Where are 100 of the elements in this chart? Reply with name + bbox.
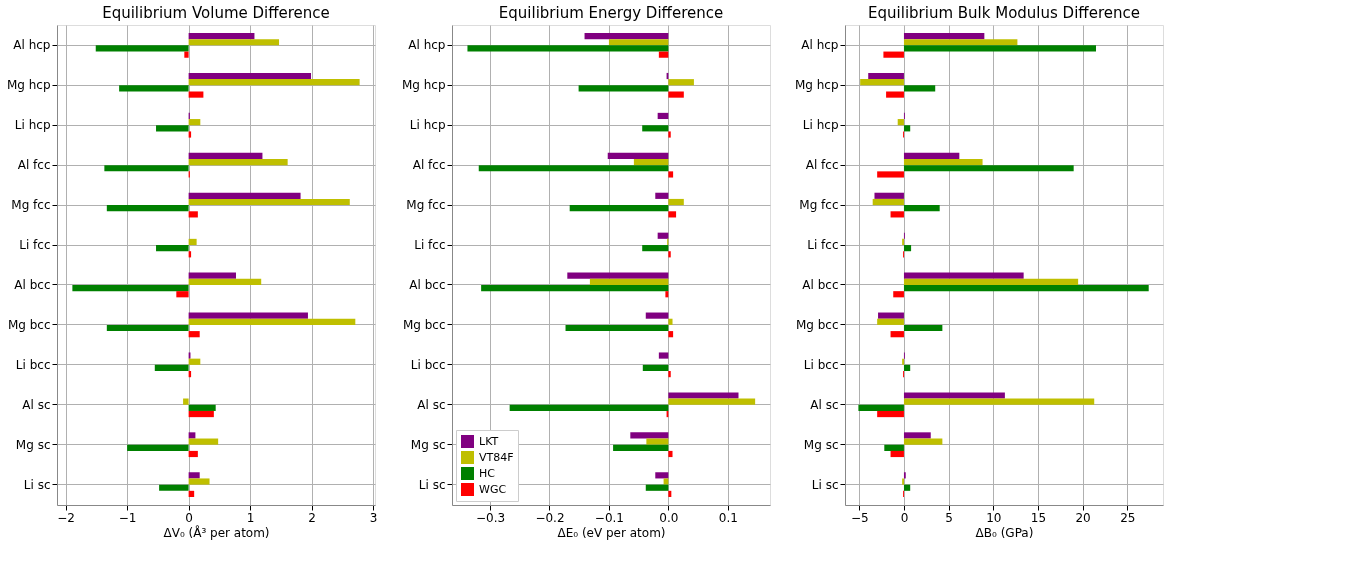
legend-label: LKT — [479, 434, 499, 448]
bar — [188, 318, 356, 325]
y-tick-label: Li fcc — [807, 238, 839, 253]
x-tick-label: 0.1 — [718, 510, 738, 525]
bar — [903, 484, 911, 491]
bar — [657, 232, 669, 239]
x-tick-label: 15 — [1030, 510, 1047, 525]
bar — [188, 272, 236, 279]
bar — [645, 484, 669, 491]
bar — [903, 125, 911, 132]
x-tick-label: 0.0 — [659, 510, 679, 525]
y-tick-label: Li bcc — [803, 357, 839, 372]
bar — [646, 438, 669, 445]
bar — [903, 45, 1097, 52]
chart-title: Equilibrium Energy Difference — [498, 4, 724, 22]
bar — [658, 51, 669, 58]
bar — [188, 238, 197, 246]
bar — [668, 79, 694, 86]
bar — [188, 331, 200, 338]
bar — [860, 79, 904, 86]
y-tick-label: Li hcp — [409, 118, 446, 133]
bar — [903, 392, 1005, 399]
bar — [668, 198, 684, 206]
bar — [188, 312, 308, 319]
bar — [188, 32, 255, 40]
bar — [188, 91, 204, 98]
y-tick-label: Mg fcc — [11, 198, 51, 213]
bar — [877, 171, 904, 178]
bar — [645, 312, 669, 319]
bar — [657, 112, 669, 120]
y-tick-label: Al fcc — [412, 158, 446, 173]
y-tick-label: Li fcc — [19, 238, 51, 253]
bar — [903, 272, 1024, 279]
bar — [665, 291, 669, 298]
y-tick-label: Mg fcc — [799, 198, 839, 213]
bar — [903, 165, 1074, 172]
bar — [569, 205, 669, 212]
bar — [106, 324, 189, 332]
bar — [119, 85, 189, 92]
bar — [668, 371, 671, 378]
x-tick-label: −5 — [850, 510, 869, 525]
x-tick-label: 0 — [185, 510, 193, 525]
bar — [578, 85, 669, 92]
bar — [188, 192, 301, 199]
bar — [188, 358, 201, 365]
bar — [607, 152, 669, 159]
chart-title: Equilibrium Volume Difference — [102, 4, 330, 22]
bar — [890, 450, 904, 458]
bar — [884, 444, 904, 451]
bar — [188, 119, 201, 126]
bar — [188, 410, 214, 418]
bar — [668, 490, 672, 498]
y-tick-label: Al hcp — [13, 38, 51, 53]
bar — [156, 245, 189, 252]
bar — [127, 444, 189, 451]
bar — [903, 85, 936, 92]
bar — [872, 198, 904, 206]
bar — [890, 211, 904, 218]
y-tick-label: Al sc — [810, 397, 839, 412]
bar — [106, 205, 189, 212]
bar — [668, 171, 674, 178]
x-axis-title: ΔV₀ (Å³ per atom) — [163, 524, 270, 540]
bar — [481, 284, 669, 292]
x-tick-label: 1 — [246, 510, 255, 525]
bar — [903, 432, 931, 439]
y-tick-label: Mg sc — [15, 437, 51, 452]
legend-label: WGC — [479, 482, 507, 496]
bar — [883, 51, 904, 58]
bar — [613, 444, 669, 451]
bar — [188, 450, 198, 458]
y-tick-label: Mg bcc — [795, 317, 839, 332]
x-tick-label: 0 — [900, 510, 909, 525]
bar — [188, 72, 312, 80]
x-tick-label: −2 — [57, 510, 75, 525]
bar — [188, 278, 262, 285]
bar — [668, 91, 684, 98]
bar — [154, 364, 189, 372]
bar — [903, 158, 983, 166]
bar — [903, 278, 1079, 285]
bar — [630, 432, 669, 439]
bar — [156, 125, 189, 132]
bar — [668, 331, 674, 338]
bar — [903, 284, 1149, 292]
bar — [188, 152, 263, 159]
y-tick-label: Mg hcp — [401, 78, 446, 93]
x-tick-label: 3 — [369, 510, 378, 525]
x-tick-label: 5 — [945, 510, 953, 525]
x-tick-label: −1 — [118, 510, 137, 525]
bar — [890, 331, 904, 338]
bar — [668, 318, 673, 325]
y-tick-label: Al hcp — [408, 38, 446, 53]
y-tick-label: Mg hcp — [794, 78, 839, 93]
bar — [176, 291, 189, 298]
bar — [903, 205, 940, 212]
bar — [655, 472, 669, 479]
x-axis-title: ΔB₀ (GPa) — [975, 525, 1034, 540]
bar — [668, 398, 756, 405]
bar — [886, 91, 904, 98]
legend-label: VT84F — [479, 450, 514, 464]
bar — [188, 478, 210, 485]
